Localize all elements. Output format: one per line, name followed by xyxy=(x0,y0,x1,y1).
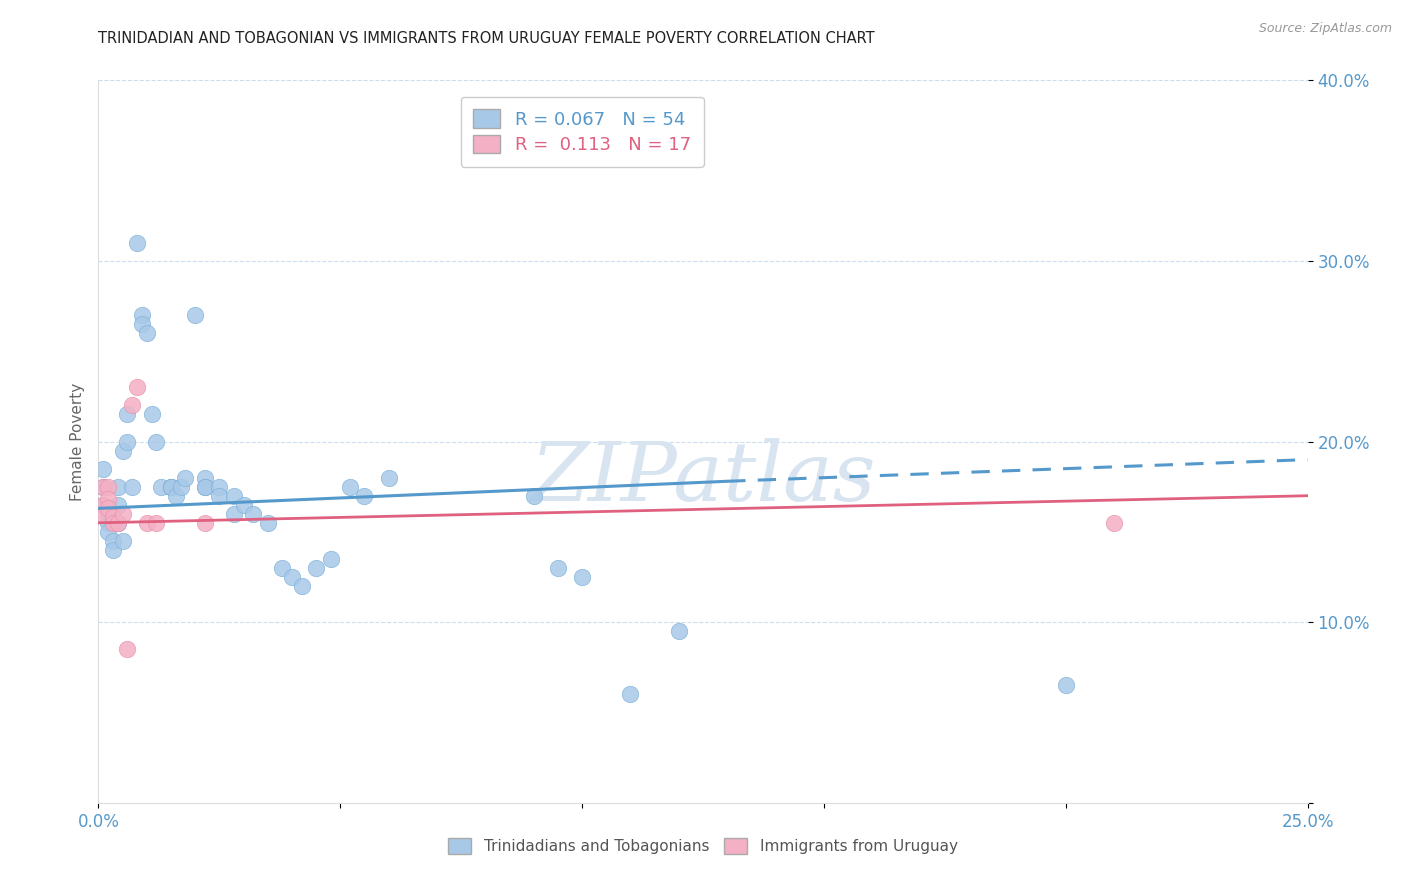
Point xyxy=(107,516,129,530)
Point xyxy=(290,579,312,593)
Point xyxy=(194,480,217,494)
Point xyxy=(160,480,183,494)
Point xyxy=(117,434,139,449)
Point xyxy=(91,498,114,512)
Point xyxy=(150,480,173,494)
Point xyxy=(135,516,157,530)
Point xyxy=(91,507,114,521)
Point xyxy=(208,489,231,503)
Legend: Trinidadians and Tobagonians, Immigrants from Uruguay: Trinidadians and Tobagonians, Immigrants… xyxy=(443,832,963,860)
Point xyxy=(232,498,254,512)
Point xyxy=(194,471,217,485)
Point xyxy=(101,542,124,557)
Point xyxy=(127,380,149,394)
Point xyxy=(271,561,294,575)
Point xyxy=(523,489,546,503)
Point xyxy=(131,317,153,331)
Point xyxy=(377,471,399,485)
Point xyxy=(101,516,124,530)
Point xyxy=(184,308,207,322)
Text: Source: ZipAtlas.com: Source: ZipAtlas.com xyxy=(1258,22,1392,36)
Point xyxy=(117,408,139,422)
Text: ZIPatlas: ZIPatlas xyxy=(530,438,876,517)
Point xyxy=(571,570,593,584)
Point xyxy=(121,480,143,494)
Point xyxy=(107,516,129,530)
Point xyxy=(101,510,124,524)
Point xyxy=(117,642,139,657)
Point xyxy=(97,501,120,516)
Point xyxy=(97,516,120,530)
Point xyxy=(121,398,143,412)
Point xyxy=(145,516,167,530)
Y-axis label: Female Poverty: Female Poverty xyxy=(69,383,84,500)
Point xyxy=(256,516,278,530)
Point xyxy=(668,624,690,639)
Point xyxy=(97,507,120,521)
Point xyxy=(174,471,197,485)
Point xyxy=(281,570,304,584)
Point xyxy=(111,533,134,548)
Point xyxy=(91,480,114,494)
Point xyxy=(547,561,569,575)
Point xyxy=(1054,678,1077,692)
Point xyxy=(160,480,183,494)
Point xyxy=(222,507,245,521)
Point xyxy=(111,443,134,458)
Point xyxy=(169,480,191,494)
Point xyxy=(194,516,217,530)
Point xyxy=(91,461,114,475)
Point xyxy=(145,434,167,449)
Point xyxy=(208,480,231,494)
Text: TRINIDADIAN AND TOBAGONIAN VS IMMIGRANTS FROM URUGUAY FEMALE POVERTY CORRELATION: TRINIDADIAN AND TOBAGONIAN VS IMMIGRANTS… xyxy=(98,31,875,46)
Point xyxy=(353,489,375,503)
Point xyxy=(91,498,114,512)
Point xyxy=(305,561,328,575)
Point xyxy=(242,507,264,521)
Point xyxy=(101,533,124,548)
Point xyxy=(107,498,129,512)
Point xyxy=(135,326,157,340)
Point xyxy=(619,687,641,701)
Point xyxy=(160,480,183,494)
Point xyxy=(319,552,342,566)
Point xyxy=(339,480,361,494)
Point xyxy=(101,507,124,521)
Point xyxy=(194,480,217,494)
Point xyxy=(127,235,149,250)
Point xyxy=(141,408,163,422)
Point xyxy=(97,492,120,507)
Point xyxy=(111,507,134,521)
Point xyxy=(165,489,187,503)
Point xyxy=(222,489,245,503)
Point xyxy=(97,524,120,539)
Point xyxy=(131,308,153,322)
Point xyxy=(1102,516,1125,530)
Point xyxy=(107,480,129,494)
Point xyxy=(91,480,114,494)
Point xyxy=(97,480,120,494)
